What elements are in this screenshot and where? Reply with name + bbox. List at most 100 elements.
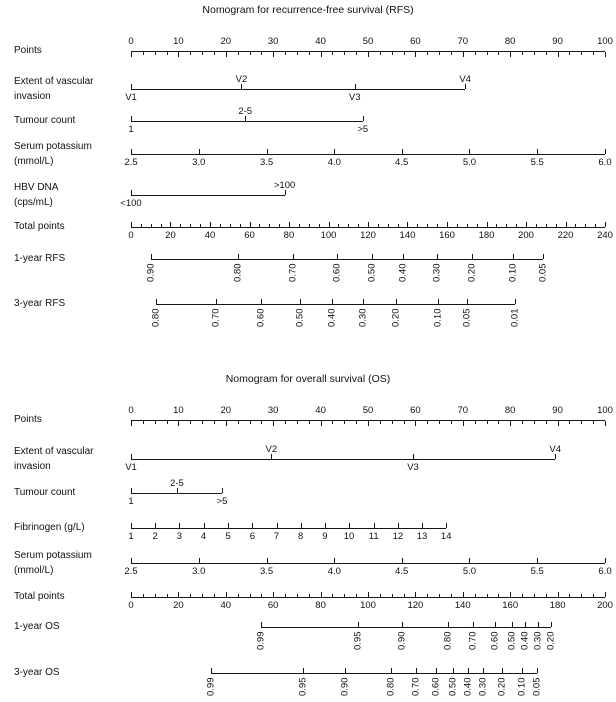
tick-label: 1 <box>128 124 134 135</box>
tick-label: 0.50 <box>506 631 518 650</box>
os-title: Nomogram for overall survival (OS) <box>225 373 391 385</box>
tick-label: 9 <box>322 531 328 542</box>
minor-tick <box>403 52 405 55</box>
tick-label: 3.5 <box>259 566 274 577</box>
tick-mark <box>513 254 515 259</box>
minor-tick <box>296 594 298 597</box>
minor-tick <box>581 594 583 597</box>
tick-mark <box>416 668 418 673</box>
tick-label: 200 <box>518 230 534 241</box>
minor-tick <box>427 421 429 424</box>
minor-tick <box>279 224 281 227</box>
minor-tick <box>581 421 583 424</box>
tick-label: 120 <box>360 230 376 241</box>
tick-label: >5 <box>216 496 228 507</box>
minor-tick <box>450 52 452 55</box>
tick-mark <box>422 523 424 528</box>
minor-tick <box>387 224 389 227</box>
tick-mark <box>261 622 263 627</box>
minor-tick <box>269 224 271 227</box>
tick-label: 120 <box>407 600 424 611</box>
tick-label: 4.0 <box>327 157 341 168</box>
minor-tick <box>332 52 334 55</box>
tick-mark <box>276 523 278 528</box>
minor-tick <box>308 594 310 597</box>
tick-label: 5.5 <box>530 157 544 168</box>
fibrinogen-axis-line <box>131 528 447 529</box>
minor-tick <box>219 224 221 227</box>
tick-mark <box>368 421 369 426</box>
tick-label: V3 <box>407 462 419 473</box>
tick-mark <box>299 299 301 304</box>
tick-mark <box>362 116 364 121</box>
tick-mark <box>320 52 322 57</box>
minor-tick <box>555 224 557 227</box>
tick-mark <box>402 254 404 259</box>
tick-label: 0.50 <box>366 263 378 282</box>
tick-label: 180 <box>549 600 566 611</box>
minor-tick <box>332 594 334 597</box>
minor-tick <box>496 224 498 227</box>
minor-tick <box>545 224 547 227</box>
minor-tick <box>332 421 334 424</box>
tick-mark <box>415 52 417 57</box>
tick-label: 50 <box>362 405 374 416</box>
tick-label: 30 <box>267 405 279 416</box>
row-label: HBV DNA <box>14 181 59 193</box>
minor-tick <box>180 224 182 227</box>
tick-label: 0.40 <box>397 263 409 282</box>
tick-label: 0 <box>128 230 134 241</box>
tick-label: 7 <box>273 531 280 542</box>
tick-label: 0.50 <box>294 308 306 327</box>
tick-mark <box>241 84 243 89</box>
tick-label: 0.80 <box>232 263 244 282</box>
tick-label: V2 <box>235 74 248 85</box>
minor-tick <box>237 421 239 424</box>
minor-tick <box>474 594 476 597</box>
row-label: invasion <box>14 90 51 102</box>
minor-tick <box>356 594 358 597</box>
tick-label: 160 <box>439 230 455 241</box>
minor-tick <box>308 421 310 424</box>
hbv-dna-axis-line <box>131 195 285 196</box>
tick-mark <box>521 668 523 673</box>
tick-label: 1 <box>128 531 134 542</box>
minor-tick <box>190 224 192 227</box>
tick-label: 160 <box>502 600 519 611</box>
minor-tick <box>142 594 144 597</box>
tick-mark <box>344 668 346 673</box>
tick-label: 0.20 <box>496 677 508 696</box>
tick-mark <box>391 668 393 673</box>
tick-mark <box>524 622 526 627</box>
tick-mark <box>178 592 180 597</box>
tick-label: 10 <box>173 36 184 47</box>
minor-tick <box>338 224 340 227</box>
minor-tick <box>202 421 204 424</box>
minor-tick <box>213 594 215 597</box>
minor-tick <box>486 594 488 597</box>
tick-mark <box>131 592 132 597</box>
tick-mark <box>401 149 403 154</box>
tick-mark <box>525 222 527 227</box>
tick-label: 0.70 <box>287 263 299 282</box>
tick-mark <box>436 668 438 673</box>
tick-mark <box>415 421 417 426</box>
row-label: Serum potassium <box>14 549 92 561</box>
tick-label: 0.20 <box>390 308 402 327</box>
minor-tick <box>391 421 393 424</box>
tick-mark <box>605 421 606 426</box>
minor-tick <box>154 594 156 597</box>
tick-mark <box>401 558 403 563</box>
minor-tick <box>344 421 346 424</box>
minor-tick <box>285 421 287 424</box>
tick-label: V3 <box>348 92 361 103</box>
minor-tick <box>154 52 156 55</box>
tick-label: 0.80 <box>442 631 454 650</box>
minor-tick <box>213 52 215 55</box>
tick-label: 0.40 <box>519 631 531 650</box>
tick-mark <box>228 523 230 528</box>
tick-mark <box>473 622 475 627</box>
tick-mark <box>542 254 544 259</box>
tick-mark <box>469 149 471 154</box>
minor-tick <box>237 52 239 55</box>
